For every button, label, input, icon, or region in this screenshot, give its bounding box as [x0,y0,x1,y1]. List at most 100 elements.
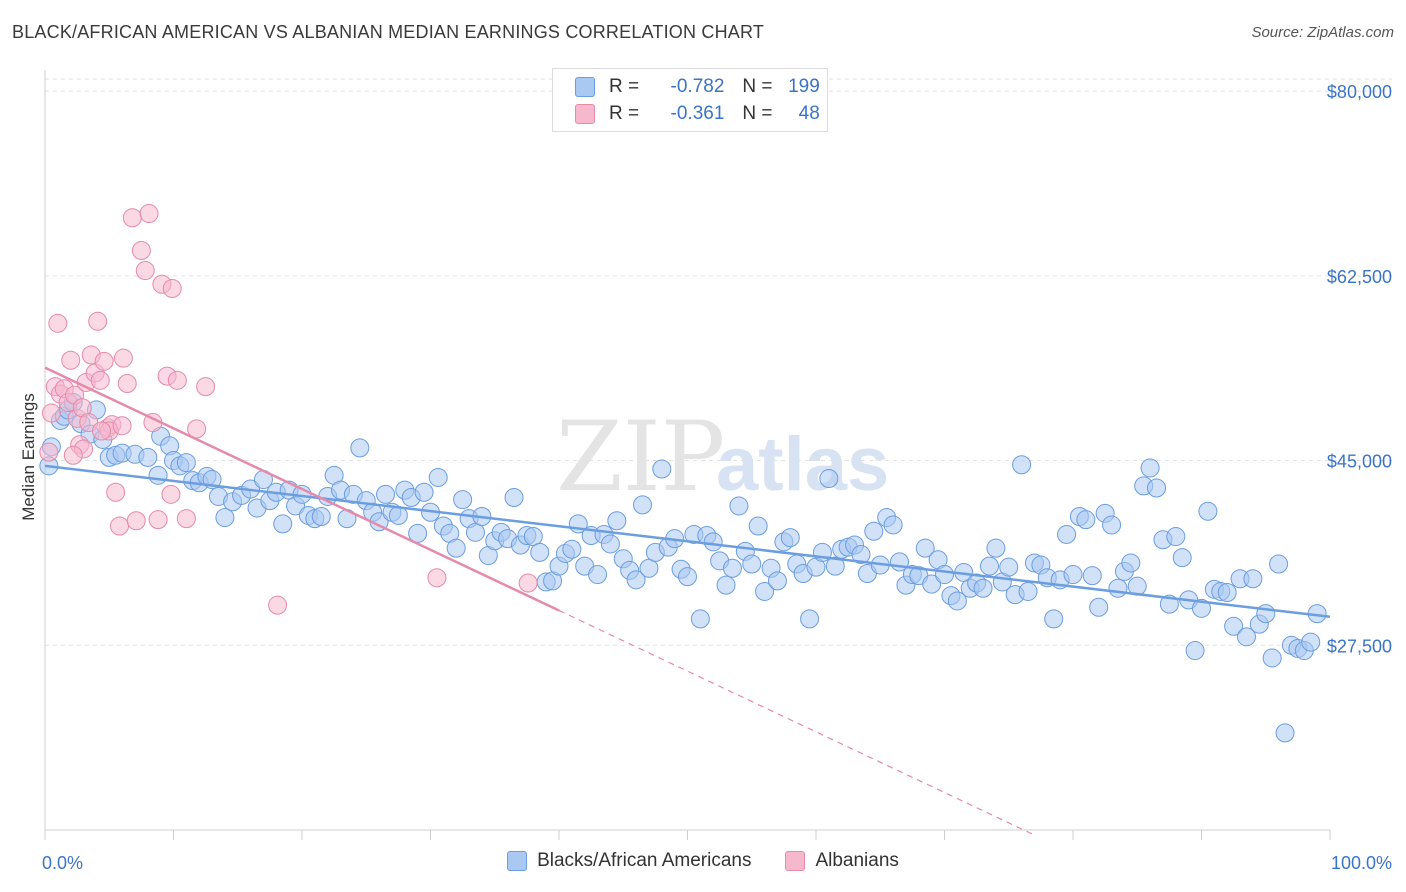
point-blacks [350,438,370,458]
point-blacks [864,521,884,541]
point-blacks [633,495,653,515]
watermark: ZIP atlas [556,401,889,513]
point-blacks [703,532,723,552]
point-blacks [935,565,954,585]
point-albanians [48,313,68,333]
point-blacks [626,570,646,590]
chart-title: BLACK/AFRICAN AMERICAN VS ALBANIAN MEDIA… [12,22,765,42]
watermark-zip: ZIP [556,401,725,513]
point-blacks [428,467,448,487]
point-blacks [1243,569,1263,589]
point-blacks [819,469,839,488]
point-blacks [755,581,775,601]
point-blacks [639,558,659,578]
point-albanians [117,374,137,393]
point-albanians [63,445,83,465]
point-blacks [1198,501,1218,521]
point-albanians [126,511,146,531]
point-blacks [138,447,158,467]
legend-label-blacks: Blacks/African Americans [537,850,752,871]
point-blacks [446,538,466,558]
point-blacks [851,545,871,564]
r-label: R = [609,103,640,124]
point-blacks [1012,455,1032,475]
point-blacks [690,609,710,629]
point-blacks [376,484,396,504]
point-blacks [414,482,434,502]
point-blacks [1262,648,1282,668]
r-label: R = [609,76,640,97]
point-albanians [113,348,133,368]
n-value: 48 [798,103,820,124]
trend-line-albanians-extension [558,609,1035,836]
point-blacks [523,527,543,547]
point-blacks [148,465,168,485]
point-blacks [1121,553,1141,573]
point-blacks [748,516,768,536]
point-blacks [767,571,787,591]
point-blacks [1063,565,1083,585]
point-albanians [110,516,130,536]
legend-item-albanians[interactable]: Albanians [785,850,899,872]
trend-lines [44,366,1331,836]
point-blacks [504,488,524,507]
legend-item-blacks[interactable]: Blacks/African Americans [507,850,751,872]
point-blacks [176,453,196,473]
y-tick-labels: $27,500 $45,000 $62,500 $80,000 [1327,82,1392,656]
y-tick-label: $45,000 [1327,452,1392,472]
r-value: -0.361 [670,103,725,124]
point-albanians [161,484,181,504]
point-albanians [518,573,538,593]
point-blacks [1076,510,1096,530]
point-blacks [973,578,993,598]
stats-legend: R = -0.782 N = 199 R = -0.361 N = 48 [552,68,828,132]
point-blacks [825,556,845,576]
n-label: N = [742,103,773,124]
point-blacks [947,591,967,611]
point-blacks [742,554,762,574]
point-albanians [187,419,207,439]
point-albanians [196,377,216,397]
point-blacks [600,534,620,554]
data-points [39,204,1327,743]
point-blacks [678,567,697,587]
trend-line-albanians [44,366,560,612]
point-blacks [1102,515,1122,535]
point-blacks [562,539,582,559]
point-albanians [106,482,126,502]
point-blacks [273,514,293,534]
point-blacks [1057,524,1077,544]
n-label: N = [742,76,773,97]
point-albanians [167,370,187,390]
point-albanians [61,350,81,370]
point-blacks [1192,598,1211,618]
x-tick-label-min: 0.0% [42,853,83,873]
point-albanians [148,510,168,530]
point-blacks [1044,609,1064,629]
point-blacks [1172,548,1192,568]
legend-swatch-blacks [507,851,528,871]
blacks-swatch [575,77,595,97]
point-blacks [1269,554,1289,574]
point-albanians [92,421,112,441]
point-blacks [1082,566,1102,586]
point-blacks [1275,723,1295,743]
point-blacks [1217,583,1237,602]
stats-row-blacks: R = -0.782 N = 199 [575,76,820,98]
point-blacks [883,515,903,535]
point-blacks [729,496,749,516]
point-blacks [986,538,1006,558]
point-albanians [112,416,132,436]
stats-row-albanians: R = -0.361 N = 48 [575,103,820,125]
point-blacks [1185,641,1205,661]
r-value: -0.782 [670,76,725,97]
y-tick-label: $27,500 [1327,636,1392,656]
point-blacks [453,490,473,510]
point-blacks [1140,458,1160,478]
point-blacks [607,511,627,531]
y-tick-label: $62,500 [1327,267,1392,287]
point-blacks [922,574,942,594]
point-blacks [530,542,550,562]
point-albanians [90,370,110,390]
